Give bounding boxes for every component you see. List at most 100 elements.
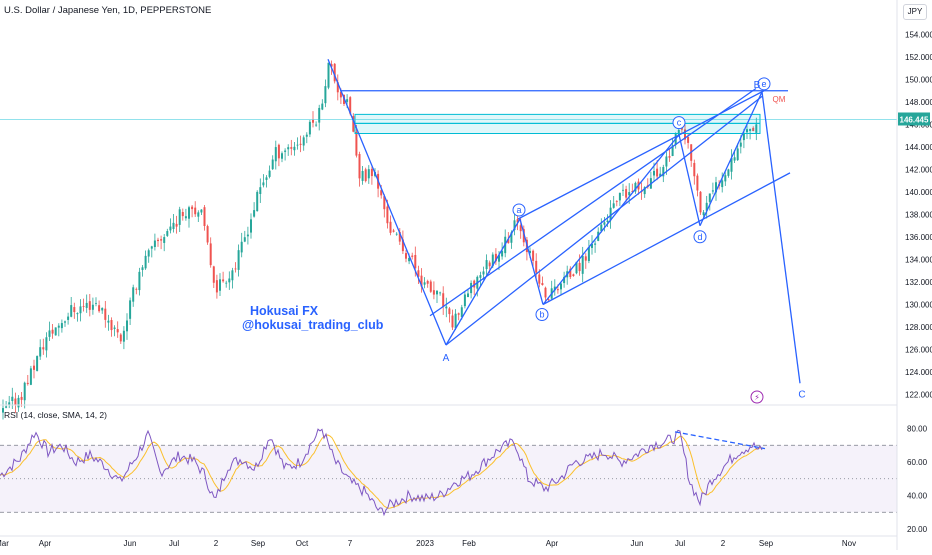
- candle-body: [243, 237, 246, 242]
- candle-body: [671, 145, 674, 156]
- price-tick-label: 126.000: [905, 346, 932, 355]
- candle-body: [225, 282, 228, 284]
- candle-body: [17, 397, 20, 408]
- candle-body: [730, 158, 733, 172]
- candle-body: [101, 307, 104, 311]
- candle-body: [287, 147, 290, 150]
- wave-line-e-c: [761, 91, 801, 384]
- time-tick-label: Jul: [675, 539, 685, 548]
- supply-zone-upper: [354, 113, 761, 124]
- candle-body: [643, 187, 646, 195]
- wave-line-a-b: [519, 218, 544, 305]
- candle-body: [603, 222, 606, 225]
- candle-body: [91, 304, 94, 310]
- wave-label-text: b: [539, 310, 544, 320]
- candle-body: [668, 156, 671, 158]
- candle-body: [711, 190, 714, 192]
- candle-body: [569, 268, 572, 278]
- candle-body: [749, 129, 752, 131]
- candle-body: [175, 223, 178, 227]
- candle-body: [625, 189, 628, 198]
- wave-label-circle: [757, 77, 771, 91]
- candle-body: [57, 325, 60, 328]
- price-tick-label: 142.000: [905, 166, 932, 175]
- candle-body: [361, 171, 364, 181]
- price-tick-label: 128.000: [905, 323, 932, 332]
- candle-body: [755, 124, 758, 133]
- candle-body: [572, 274, 575, 277]
- candle-body: [587, 247, 590, 261]
- candle-body: [45, 337, 48, 351]
- event-marker-icon[interactable]: [750, 390, 764, 404]
- wave-label-text: c: [677, 118, 682, 128]
- candle-body: [79, 306, 82, 314]
- candle-body: [516, 219, 519, 223]
- currency-badge[interactable]: JPY: [903, 4, 927, 20]
- candle-body: [408, 258, 411, 262]
- candle-body: [122, 330, 125, 342]
- candle-body: [181, 212, 184, 217]
- candle-body: [498, 255, 500, 262]
- candle-body: [684, 129, 686, 140]
- candle-body: [470, 282, 473, 294]
- candle-body: [246, 234, 249, 237]
- candle-body: [606, 220, 609, 222]
- candle-body: [85, 302, 88, 308]
- channel-base: [542, 172, 791, 306]
- candle-body: [389, 221, 392, 233]
- candle-body: [401, 239, 404, 252]
- candle-body: [215, 280, 218, 293]
- candle-body: [36, 356, 39, 371]
- candle-body: [529, 250, 531, 254]
- candle-body: [538, 274, 541, 284]
- candle-body: [166, 231, 169, 236]
- candle-body: [699, 191, 702, 213]
- candle-body: [467, 293, 469, 297]
- candle-body: [349, 97, 352, 114]
- candle-body: [169, 226, 172, 231]
- wave-label-A: A: [443, 353, 450, 364]
- candle-body: [507, 239, 510, 244]
- candle-body: [705, 202, 708, 211]
- candle-body: [442, 293, 445, 307]
- candle-body: [88, 301, 91, 310]
- candle-body: [485, 260, 488, 270]
- candle-body: [26, 382, 29, 384]
- time-tick-label: Apr: [39, 539, 52, 548]
- time-tick-label: 2: [214, 539, 219, 548]
- wave-label-C: C: [798, 389, 805, 400]
- candle-body: [439, 292, 442, 294]
- candle-body: [327, 62, 330, 88]
- candle-body: [370, 168, 373, 177]
- candle-body: [312, 120, 314, 123]
- candle-body: [454, 313, 457, 329]
- candle-body: [479, 275, 482, 278]
- candle-body: [305, 134, 308, 137]
- candle-body: [290, 147, 293, 149]
- candle-body: [274, 147, 277, 162]
- candle-body: [222, 279, 225, 282]
- candle-body: [488, 262, 491, 267]
- candle-body: [321, 103, 324, 110]
- candle-body: [197, 212, 200, 217]
- rsi-ma-line: [0, 434, 762, 509]
- candle-body: [405, 253, 407, 259]
- candle-body: [395, 233, 398, 235]
- candle-body: [653, 170, 655, 176]
- candle-body: [271, 159, 274, 170]
- candle-body: [318, 107, 321, 123]
- candle-body: [20, 396, 23, 400]
- candle-body: [119, 334, 122, 342]
- candle-body: [184, 216, 187, 219]
- time-tick-label: Oct: [296, 539, 309, 548]
- candle-body: [693, 162, 696, 177]
- wave-label-B: B: [754, 80, 761, 91]
- candle-body: [138, 271, 141, 291]
- candle-body: [541, 283, 544, 286]
- candle-body: [460, 307, 463, 318]
- candle-body: [39, 347, 42, 357]
- time-tick-label: 2: [721, 539, 726, 548]
- wave-line-c-d: [678, 134, 701, 226]
- candle-body: [436, 290, 438, 295]
